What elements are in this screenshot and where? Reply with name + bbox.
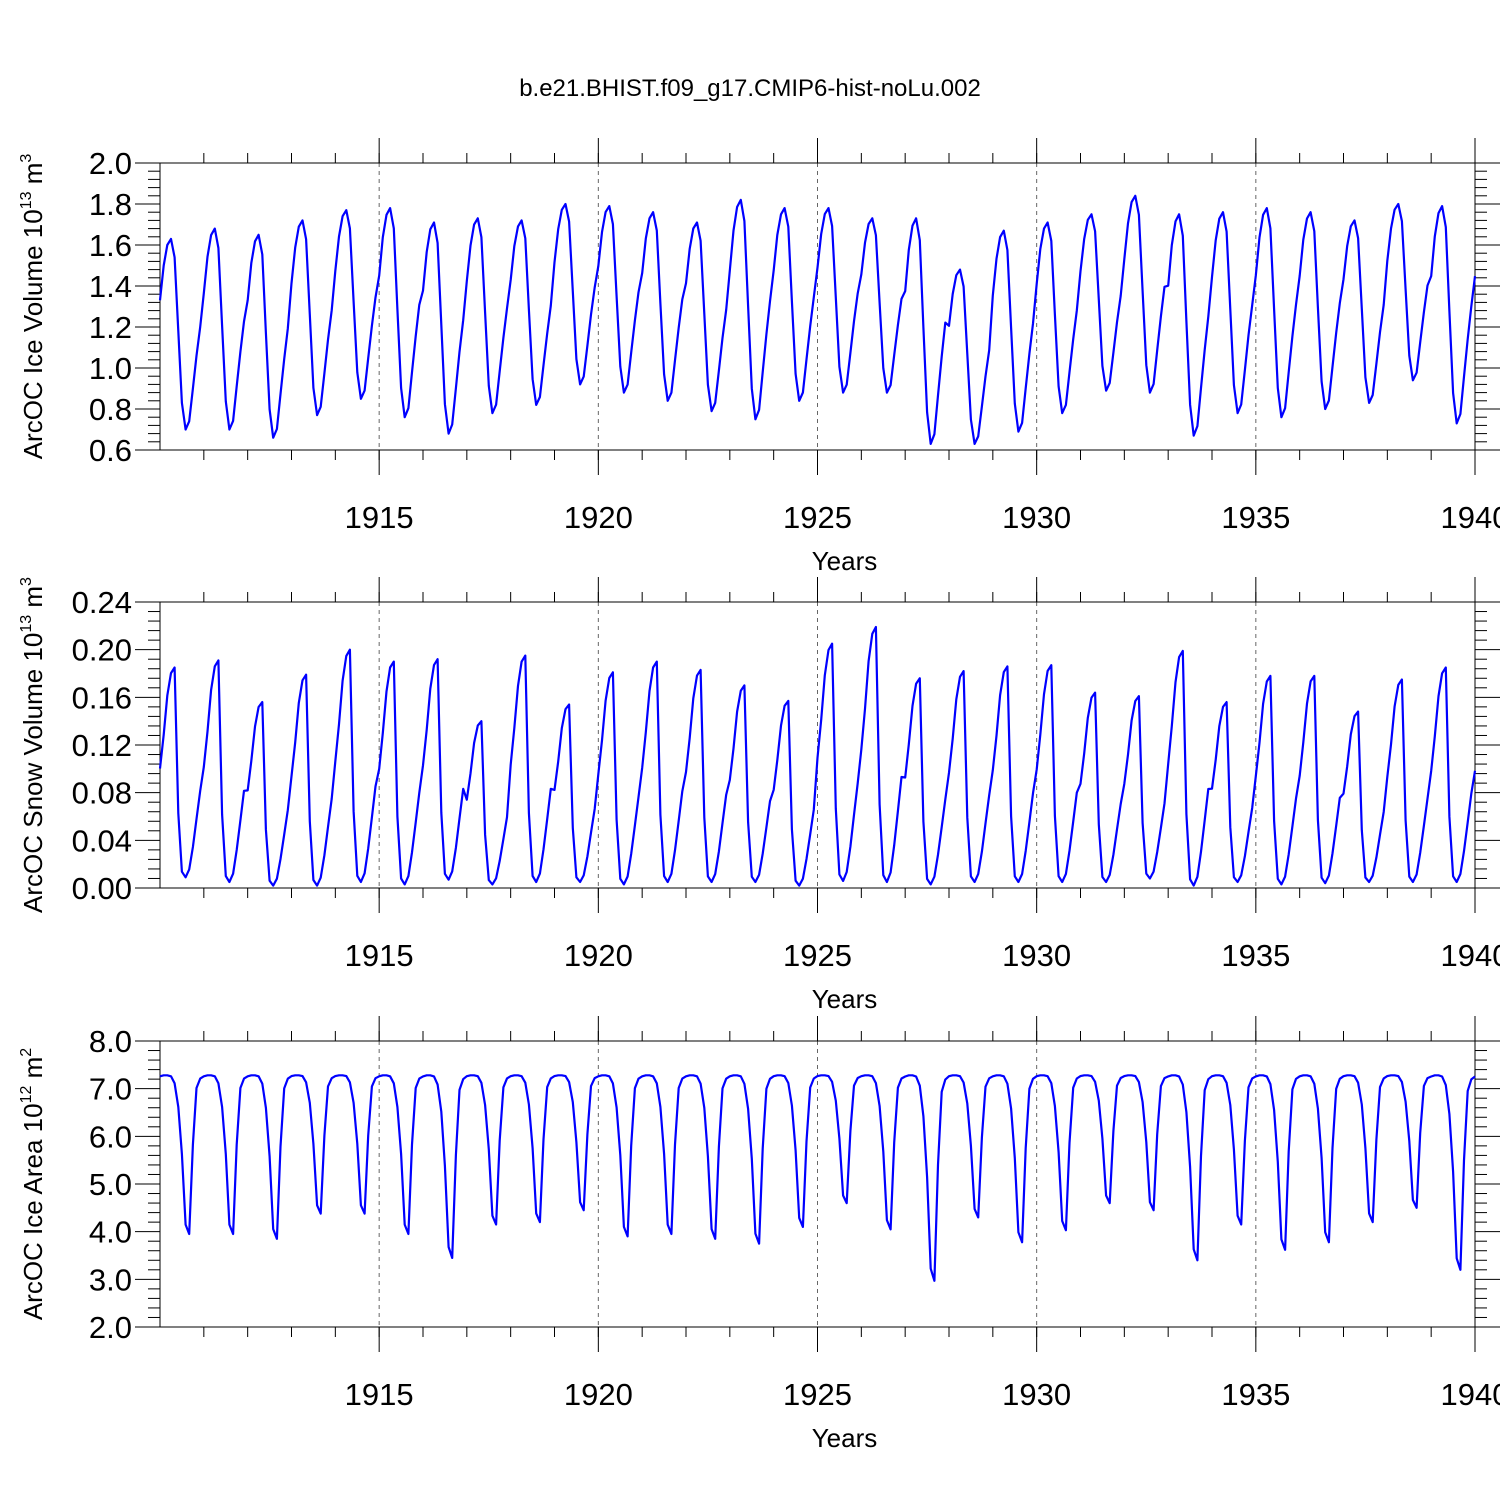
snow-volume-y-tick-label: 0.08	[72, 776, 132, 811]
snow-volume-x-tick-label: 1925	[783, 938, 852, 973]
snow-volume-x-tick-label: 1935	[1221, 938, 1290, 973]
ice-area-y-tick-label: 6.0	[89, 1119, 132, 1154]
ice-volume-x-tick-label: 1930	[1002, 500, 1071, 535]
snow-volume-y-tick-label: 0.00	[72, 871, 132, 906]
ice-volume-x-tick-label: 1915	[345, 500, 414, 535]
snow-volume-y-tick-label: 0.16	[72, 680, 132, 715]
ice-area-x-tick-label: 1920	[564, 1377, 633, 1412]
ice-area-y-tick-label: 4.0	[89, 1215, 132, 1250]
ice-area-y-tick-label: 5.0	[89, 1167, 132, 1202]
ice-volume-series-line	[158, 194, 1477, 445]
ice-volume-x-tick-label: 1925	[783, 500, 852, 535]
snow-volume-y-tick-label: 0.24	[72, 585, 132, 620]
ice-area-y-axis-label: ArcOC Ice Area 1012 m2	[18, 1048, 48, 1320]
ice-volume-y-tick-label: 1.4	[89, 269, 132, 304]
ice-area-plot-frame	[159, 1040, 1476, 1328]
ice-area-y-tick-label: 7.0	[89, 1072, 132, 1107]
ice-volume-y-tick-label: 1.2	[89, 310, 132, 345]
ice-area-x-tick-label: 1935	[1221, 1377, 1290, 1412]
ice-area-x-tick-label: 1915	[345, 1377, 414, 1412]
ice-volume-y-tick-label: 1.6	[89, 228, 132, 263]
snow-volume-x-tick-label: 1930	[1002, 938, 1071, 973]
snow-volume-plot-frame	[159, 601, 1476, 889]
snow-volume-x-tick-label: 1920	[564, 938, 633, 973]
ice-area-x-tick-label: 1930	[1002, 1377, 1071, 1412]
ice-area-x-axis-label: Years	[812, 1423, 878, 1453]
snow-volume-y-tick-label: 0.20	[72, 633, 132, 668]
ice-area-x-tick-label: 1925	[783, 1377, 852, 1412]
ice-volume-x-tick-label: 1920	[564, 500, 633, 535]
ice-volume-y-tick-label: 0.8	[89, 392, 132, 427]
snow-volume-y-tick-label: 0.04	[72, 823, 132, 858]
ice-area-y-tick-label: 2.0	[89, 1310, 132, 1345]
snow-volume-y-tick-label: 0.12	[72, 728, 132, 763]
ice-volume-plot-frame	[159, 162, 1476, 451]
ice-area-series-line	[159, 1074, 1476, 1282]
ice-volume-y-tick-label: 0.6	[89, 433, 132, 468]
snow-volume-x-axis-label: Years	[812, 984, 878, 1014]
ice-volume-x-tick-label: 1935	[1221, 500, 1290, 535]
ice-volume-y-axis-label: ArcOC Ice Volume 1013 m3	[18, 154, 48, 460]
ice-volume-x-axis-label: Years	[812, 546, 878, 576]
snow-volume-x-tick-label: 1915	[345, 938, 414, 973]
ice-volume-y-tick-label: 1.8	[89, 187, 132, 222]
ice-area-y-tick-label: 3.0	[89, 1262, 132, 1297]
snow-volume-series-line	[158, 625, 1477, 887]
ice-area-y-tick-label: 8.0	[89, 1024, 132, 1059]
ice-volume-y-tick-label: 2.0	[89, 146, 132, 181]
ice-volume-y-tick-label: 1.0	[89, 351, 132, 386]
figure-title: b.e21.BHIST.f09_g17.CMIP6-hist-noLu.002	[519, 75, 981, 102]
snow-volume-y-axis-label: ArcOC Snow Volume 1013 m3	[18, 577, 48, 913]
